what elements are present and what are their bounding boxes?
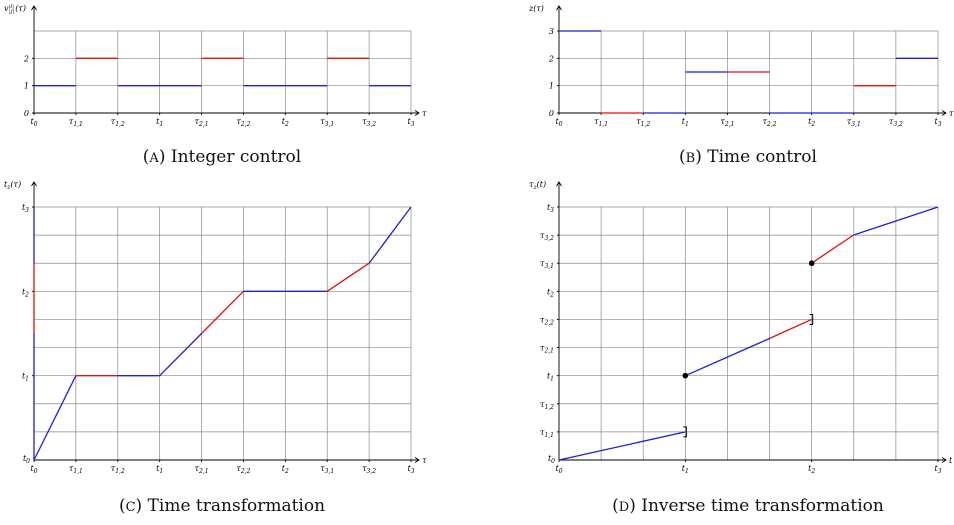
grid <box>34 206 412 460</box>
series-segment-blue <box>33 375 77 461</box>
chart-panel-a: v|I| |J|(τ) τ t0 τ1,1 τ1,2 t1 τ2,1 τ2,2 t2 τ3,1 τ3,… <box>4 4 427 167</box>
y-tick-label: t2 <box>547 287 554 298</box>
chart-caption: (A) Integer control <box>143 147 301 167</box>
x-axis-arrow <box>941 457 947 463</box>
x-tick-label: t3 <box>407 464 414 475</box>
y-tick-label: τ1,2 <box>540 400 554 411</box>
y-tick-label: t0 <box>23 454 30 465</box>
y-axis-label: τz(t) <box>529 180 546 191</box>
series-segment-red <box>769 318 812 339</box>
x-axis-label: τ <box>422 456 427 465</box>
y-axis-label: v|I| |J|(τ) <box>4 4 26 15</box>
x-tick-label: t1 <box>682 117 689 128</box>
x-tick-label: τ1,1 <box>69 117 83 128</box>
y-axis-arrow <box>556 5 562 11</box>
x-tick-label: t3 <box>934 464 941 475</box>
x-tick-label: τ1,2 <box>111 117 125 128</box>
closed-point-marker <box>808 260 815 267</box>
x-tick-label: t2 <box>808 464 815 475</box>
y-tick-label: t3 <box>547 203 554 214</box>
series-segment-blue <box>159 333 203 377</box>
series-segment-blue <box>853 206 939 236</box>
y-tick-label: 3 <box>549 27 554 36</box>
x-tick-label: τ3,2 <box>362 464 376 475</box>
x-axis-arrow <box>414 110 420 116</box>
x-tick-label: t1 <box>682 464 689 475</box>
x-tick-label: τ2,2 <box>763 117 777 128</box>
x-tick-label: t3 <box>407 117 414 128</box>
y-tick-label: t1 <box>22 372 29 383</box>
y-tick-label: τ3,1 <box>540 259 554 270</box>
grid <box>559 206 939 460</box>
x-tick-label: t1 <box>156 464 163 475</box>
y-tick-label: t0 <box>548 454 555 465</box>
y-tick-label: 1 <box>549 82 554 91</box>
x-tick-label: τ2,2 <box>236 464 250 475</box>
open-bracket-marker <box>683 426 687 438</box>
x-tick-label: t1 <box>156 117 163 128</box>
x-axis-label: τ <box>949 109 954 118</box>
y-tick-label: 0 <box>24 109 29 118</box>
x-tick-label: t3 <box>934 117 941 128</box>
y-axis-label: tz(τ) <box>4 180 21 191</box>
x-tick-label: τ2,1 <box>195 117 209 128</box>
chart-caption: (C) Time transformation <box>119 496 325 516</box>
x-tick-label: τ3,2 <box>889 117 903 128</box>
series-segment-blue <box>368 206 412 264</box>
y-tick-label: 2 <box>23 54 29 63</box>
x-tick-label: τ3,2 <box>362 117 376 128</box>
y-tick-label: t2 <box>22 287 29 298</box>
chart-panel-c: tz(τ) τ t0 τ1,1 τ1,2 t1 τ2,1 τ2,2 t2 τ3,1 τ3,2 t3 t1… <box>4 180 427 516</box>
x-tick-label: t2 <box>282 464 289 475</box>
x-tick-label: τ1,2 <box>636 117 650 128</box>
x-tick-label: τ3,1 <box>320 464 334 475</box>
y-axis-arrow <box>31 181 37 187</box>
chart-caption: (D) Inverse time transformation <box>612 496 884 516</box>
x-tick-label: t0 <box>555 464 562 475</box>
x-tick-label: t0 <box>30 117 37 128</box>
x-tick-label: τ2,1 <box>720 117 734 128</box>
chart-panel-d: τz(t) t t0 t1 t2 t3 τ1,1 τ1,2 t1 τ2,1 τ2,2 t2 τ3,1 τ3… <box>529 180 953 516</box>
x-tick-label: τ2,1 <box>195 464 209 475</box>
x-axis-label: t <box>949 456 953 465</box>
series-segment-red <box>811 234 854 264</box>
y-tick-label: 1 <box>24 82 29 91</box>
open-bracket-marker <box>809 313 814 325</box>
x-tick-label: t0 <box>30 464 37 475</box>
series-segment-blue <box>558 431 686 461</box>
x-axis-label: τ <box>422 109 427 118</box>
y-tick-label: 2 <box>548 54 554 63</box>
y-tick-label: t3 <box>22 203 29 214</box>
chart-caption: (B) Time control <box>679 147 817 167</box>
y-tick-label: t1 <box>547 372 554 383</box>
x-tick-label: τ1,1 <box>594 117 608 128</box>
y-axis-label: z(τ) <box>528 4 544 13</box>
x-tick-label: t0 <box>555 117 562 128</box>
chart-panel-b: z(τ) τ t0 τ1,1 τ1,2 t1 τ2,1 τ2,2 t2 τ3,1 τ3,2 t3 0 1 2… <box>528 4 954 167</box>
y-tick-label: τ2,2 <box>540 315 554 326</box>
grid <box>34 30 412 113</box>
y-axis-arrow <box>556 181 562 187</box>
series-segment-red <box>201 290 244 334</box>
x-axis-arrow <box>414 457 420 463</box>
y-tick-label: τ3,2 <box>540 231 554 242</box>
series-segment-red <box>326 262 370 292</box>
x-tick-label: t2 <box>282 117 289 128</box>
y-tick-label: τ1,1 <box>540 428 554 439</box>
x-tick-label: τ3,1 <box>847 117 861 128</box>
x-tick-label: τ1,2 <box>111 464 125 475</box>
x-tick-label: τ2,2 <box>236 117 250 128</box>
y-tick-label: 0 <box>549 109 554 118</box>
x-tick-label: t2 <box>808 117 815 128</box>
x-tick-label: τ1,1 <box>69 464 83 475</box>
x-axis-arrow <box>941 110 947 116</box>
x-tick-label: τ3,1 <box>320 117 334 128</box>
series-segment-blue <box>685 337 771 377</box>
y-tick-label: τ2,1 <box>540 344 554 355</box>
closed-point-marker <box>682 372 689 379</box>
y-axis-arrow <box>31 5 37 11</box>
